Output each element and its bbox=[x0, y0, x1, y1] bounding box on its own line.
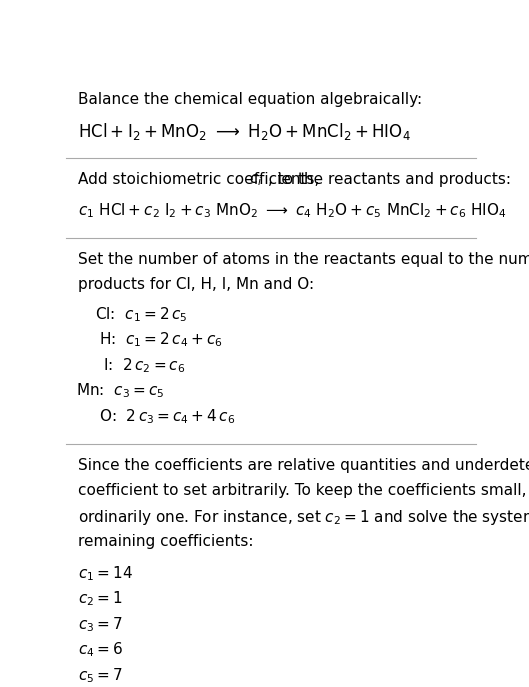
Text: , to the reactants and products:: , to the reactants and products: bbox=[268, 172, 511, 187]
Text: products for Cl, H, I, Mn and O:: products for Cl, H, I, Mn and O: bbox=[78, 278, 315, 293]
Text: ordinarily one. For instance, set $c_2 = 1$ and solve the system of equations fo: ordinarily one. For instance, set $c_2 =… bbox=[78, 508, 529, 528]
Text: $c_1 = 14$: $c_1 = 14$ bbox=[78, 564, 133, 583]
Text: Set the number of atoms in the reactants equal to the number of atoms in the: Set the number of atoms in the reactants… bbox=[78, 252, 529, 267]
Text: O:  $2\,c_3 = c_4 + 4\,c_6$: O: $2\,c_3 = c_4 + 4\,c_6$ bbox=[99, 407, 235, 425]
Text: $c_1\ \mathrm{HCl} + c_2\ \mathrm{I_2} + c_3\ \mathrm{MnO_2} \ \longrightarrow \: $c_1\ \mathrm{HCl} + c_2\ \mathrm{I_2} +… bbox=[78, 201, 507, 220]
Text: Since the coefficients are relative quantities and underdetermined, choose a: Since the coefficients are relative quan… bbox=[78, 458, 529, 473]
Text: Add stoichiometric coefficients,: Add stoichiometric coefficients, bbox=[78, 172, 325, 187]
Text: Mn:  $c_3 = c_5$: Mn: $c_3 = c_5$ bbox=[76, 381, 165, 400]
Text: remaining coefficients:: remaining coefficients: bbox=[78, 534, 254, 549]
Text: Cl:  $c_1 = 2\,c_5$: Cl: $c_1 = 2\,c_5$ bbox=[95, 305, 187, 324]
Text: Balance the chemical equation algebraically:: Balance the chemical equation algebraica… bbox=[78, 92, 423, 107]
Text: $c_2 = 1$: $c_2 = 1$ bbox=[78, 589, 123, 608]
Text: $c_5 = 7$: $c_5 = 7$ bbox=[78, 666, 123, 684]
Text: I:  $2\,c_2 = c_6$: I: $2\,c_2 = c_6$ bbox=[103, 356, 185, 374]
Text: coefficient to set arbitrarily. To keep the coefficients small, the arbitrary va: coefficient to set arbitrarily. To keep … bbox=[78, 483, 529, 498]
Text: $\mathrm{HCl + I_2 + MnO_2 \ \longrightarrow \ H_2O + MnCl_2 + HIO_4}$: $\mathrm{HCl + I_2 + MnO_2 \ \longrighta… bbox=[78, 121, 411, 142]
Text: H:  $c_1 = 2\,c_4 + c_6$: H: $c_1 = 2\,c_4 + c_6$ bbox=[99, 330, 223, 350]
Text: $c_4 = 6$: $c_4 = 6$ bbox=[78, 640, 123, 659]
Text: $c_i$: $c_i$ bbox=[249, 172, 262, 188]
Text: $c_3 = 7$: $c_3 = 7$ bbox=[78, 615, 123, 633]
